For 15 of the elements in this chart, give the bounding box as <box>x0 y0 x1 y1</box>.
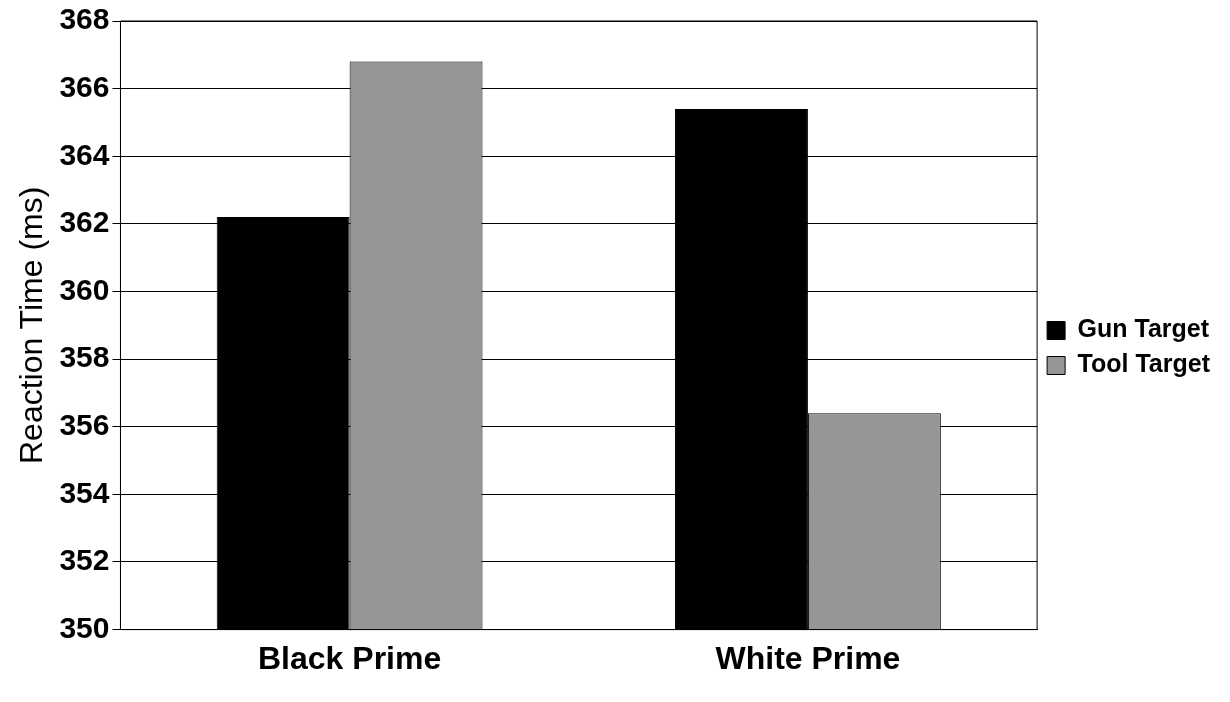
y-tick-label: 366 <box>59 69 110 103</box>
y-tick-label: 368 <box>59 2 110 36</box>
y-tick-label: 360 <box>59 272 110 306</box>
y-tick-label: 352 <box>59 543 110 577</box>
y-tick-label: 356 <box>59 408 110 441</box>
y-tick-label: 362 <box>59 205 110 239</box>
y-tick-label: 358 <box>59 340 110 374</box>
y-tick-label: 364 <box>59 137 110 171</box>
x-tick-label: White Prime <box>715 639 901 676</box>
legend-label: Tool Target <box>1077 349 1211 378</box>
y-axis-title: Reaction Time (ms) <box>13 186 50 464</box>
x-tick-label: Black Prime <box>258 639 442 676</box>
legend-label: Gun Target <box>1077 314 1210 343</box>
y-tick-label: 354 <box>59 475 110 509</box>
y-tick-label: 350 <box>59 610 110 644</box>
